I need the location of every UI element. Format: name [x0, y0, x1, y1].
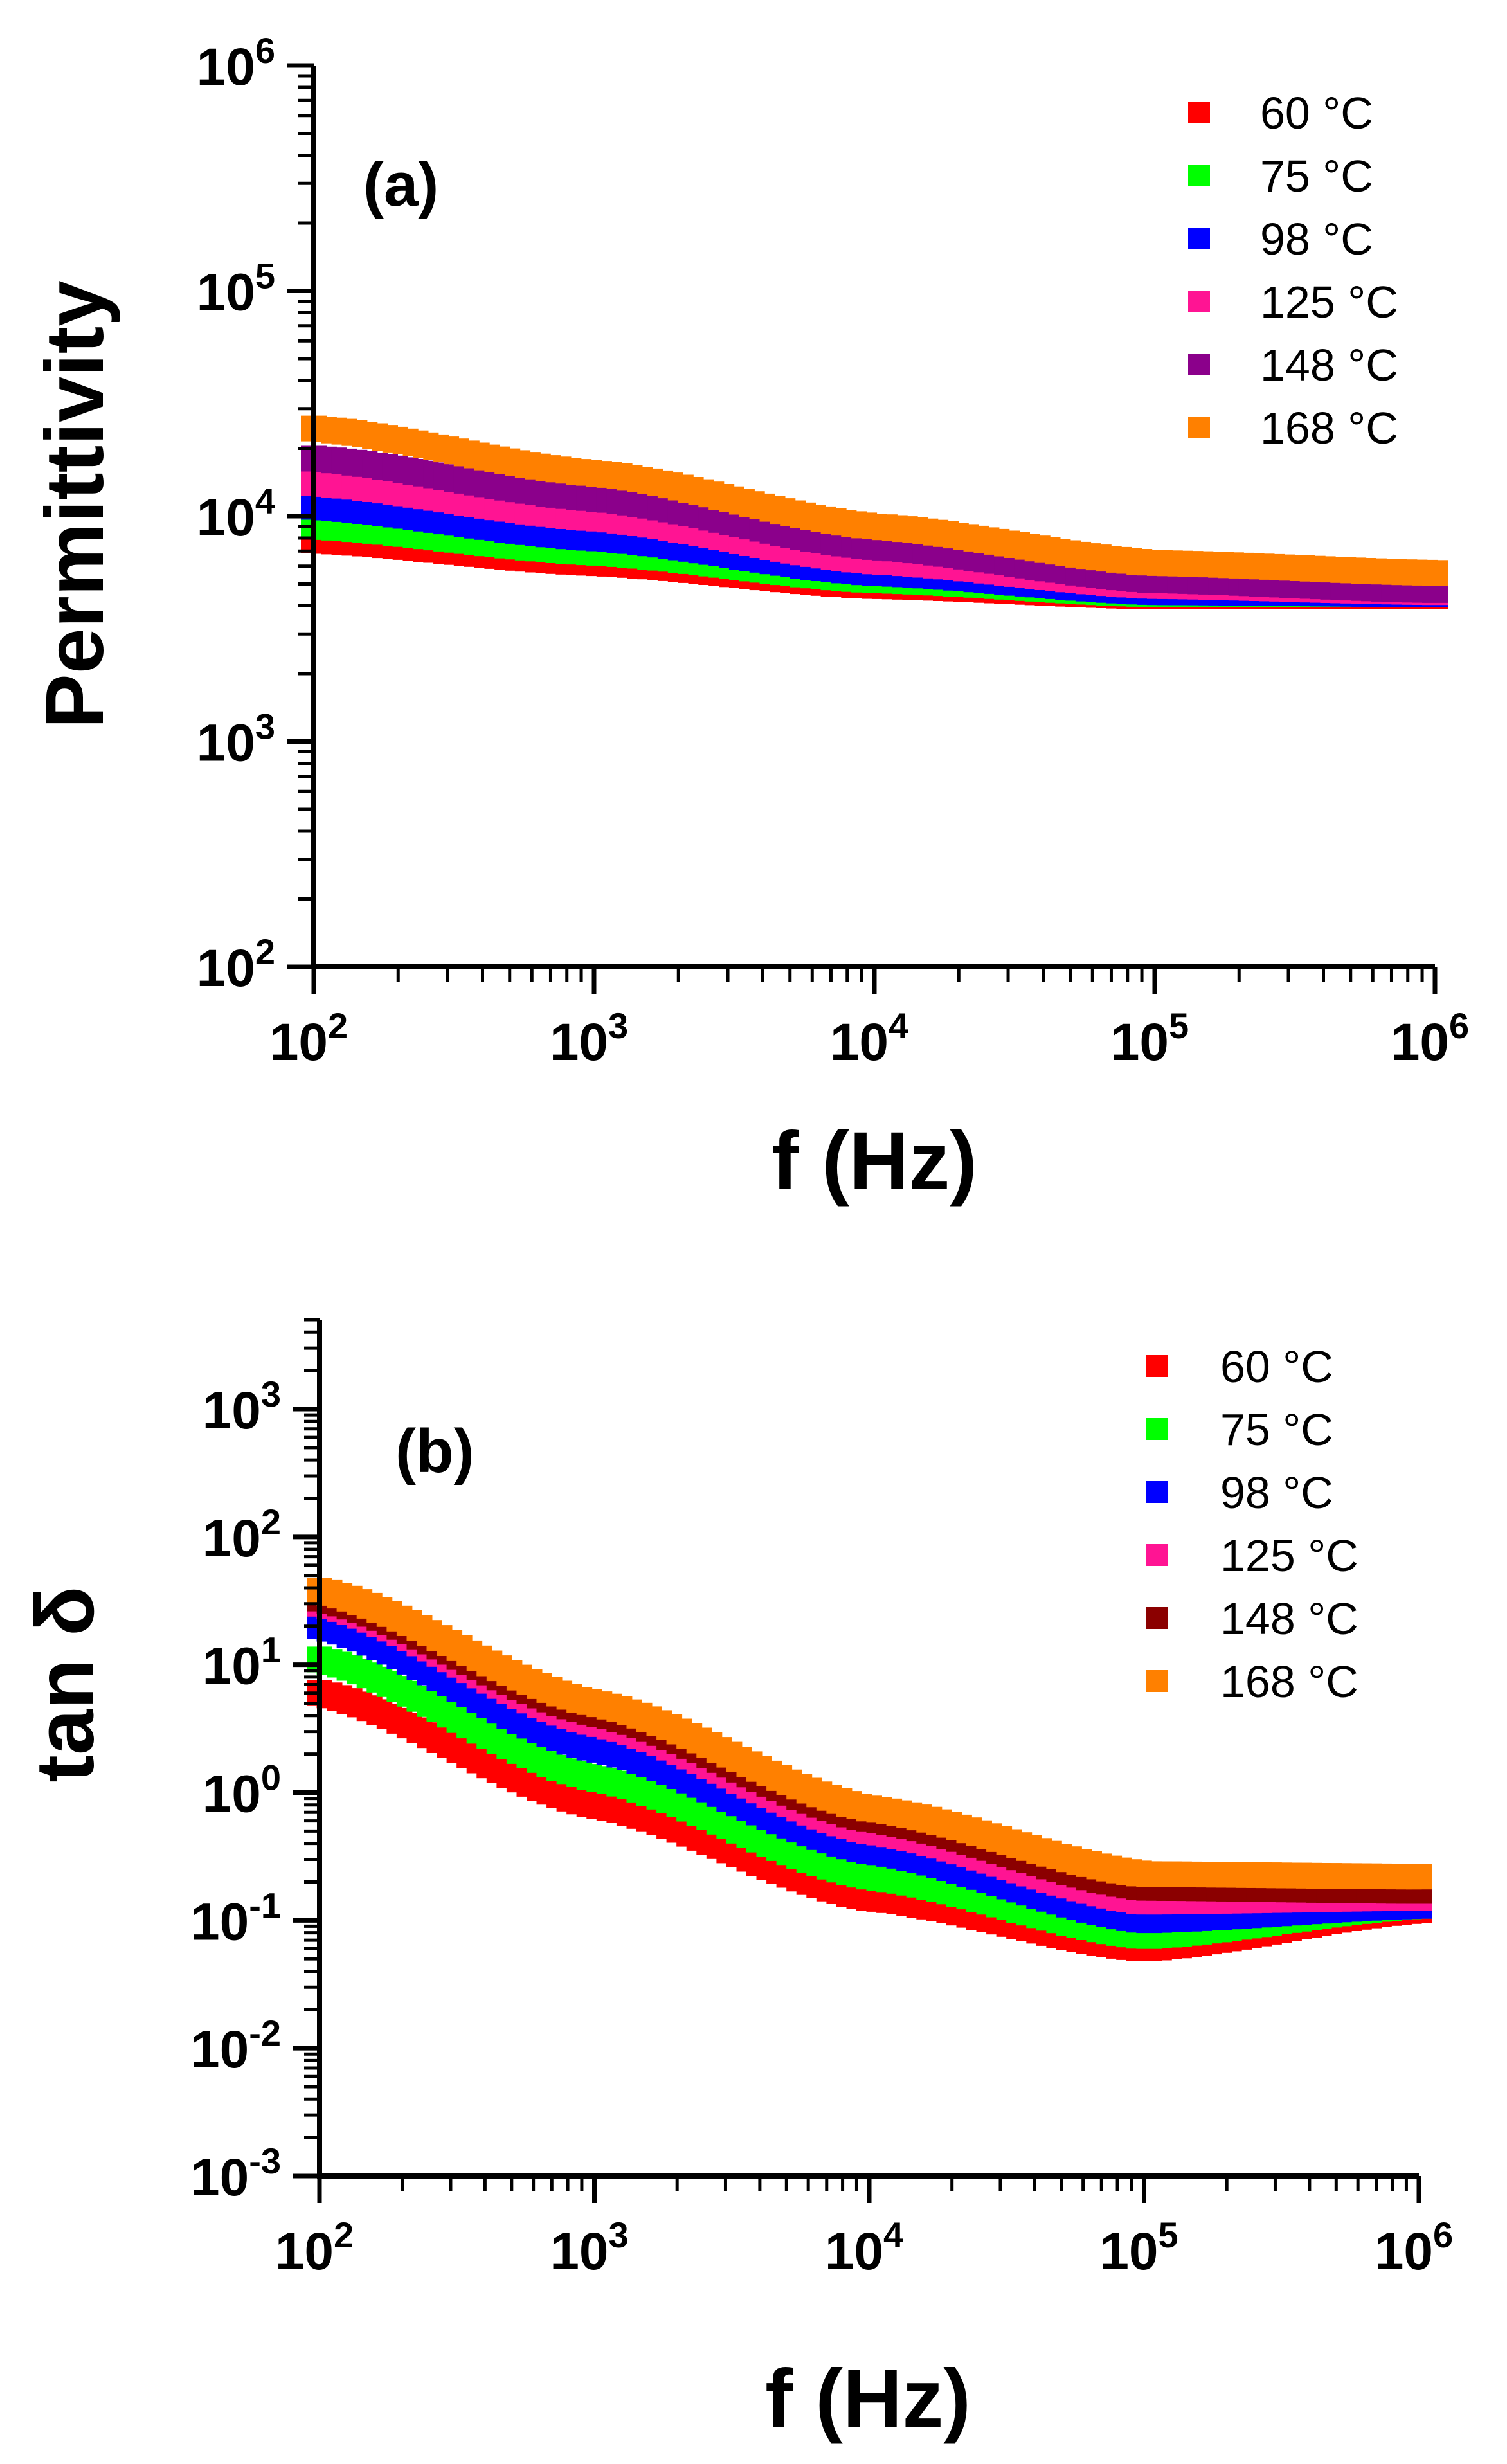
legend-label: 168 °C: [1220, 1657, 1358, 1707]
legend-swatch: [1188, 354, 1210, 375]
legend-label: 125 °C: [1260, 277, 1398, 327]
legend-swatch: [1188, 291, 1210, 312]
legend-swatch: [1146, 1544, 1168, 1566]
legend-swatch: [1188, 228, 1210, 249]
panel-b-xlabel: f (Hz): [765, 2353, 971, 2445]
y-tick-label: 10-3: [190, 2141, 281, 2207]
legend-swatch: [1188, 102, 1210, 123]
data-point: [1422, 560, 1448, 586]
legend-swatch: [1188, 165, 1210, 186]
panel-a-legend: 60 °C 75 °C 98 °C 125 °C 148 °C 168 °C: [1188, 88, 1398, 453]
x-tick-label: 105: [1110, 1005, 1189, 1072]
legend-swatch: [1146, 1355, 1168, 1377]
x-tick-label: 103: [550, 1005, 628, 1072]
legend-label: 98 °C: [1260, 214, 1373, 264]
panel-a-label: (a): [363, 150, 438, 219]
legend-swatch: [1146, 1607, 1168, 1629]
legend-swatch: [1146, 1481, 1168, 1503]
legend-label: 75 °C: [1220, 1405, 1333, 1455]
series-168c: [307, 1578, 1432, 1890]
legend-label: 60 °C: [1220, 1342, 1333, 1392]
y-tick-label: 103: [203, 1374, 281, 1440]
legend-label: 98 °C: [1220, 1468, 1333, 1518]
y-tick-label: 103: [197, 706, 275, 773]
legend-swatch: [1146, 1418, 1168, 1440]
panel-b-ylabel: tan δ: [19, 1586, 111, 1782]
y-tick-label: 104: [197, 481, 275, 547]
panel-b-series-layer: [307, 1578, 1432, 1961]
legend-label: 125 °C: [1220, 1531, 1358, 1581]
panel-a-ylabel: Permittivity: [29, 280, 121, 728]
legend-swatch: [1188, 417, 1210, 438]
x-tick-label: 102: [275, 2215, 354, 2281]
y-tick-label: 100: [203, 1757, 281, 1823]
panel-a-chart: Permittivity f (Hz) (a) 60 °C 75 °C 98 °C 1…: [29, 30, 1469, 1207]
x-tick-label: 104: [825, 2215, 903, 2281]
legend-label: 60 °C: [1260, 88, 1373, 138]
x-tick-label: 102: [269, 1005, 348, 1072]
y-tick-label: 10-2: [190, 2013, 281, 2079]
y-tick-label: 102: [203, 1502, 281, 1568]
panel-b-legend: 60 °C 75 °C 98 °C 125 °C 148 °C 168 °C: [1146, 1342, 1358, 1707]
data-point: [1406, 1864, 1432, 1890]
x-tick-label: 106: [1391, 1005, 1469, 1072]
panel-b-label: (b): [395, 1417, 474, 1486]
y-tick-label: 10-1: [190, 1885, 281, 1951]
legend-label: 168 °C: [1260, 403, 1398, 453]
series-168c: [301, 415, 1448, 586]
panel-a-xlabel: f (Hz): [772, 1115, 977, 1207]
y-tick-label: 106: [197, 30, 275, 96]
y-tick-label: 105: [197, 256, 275, 322]
legend-swatch: [1146, 1670, 1168, 1692]
panel-b-chart: tan δ f (Hz) (b) 60 °C 75 °C 98 °C 125 °C 14…: [19, 1318, 1453, 2445]
y-tick-label: 102: [197, 931, 275, 998]
x-tick-label: 104: [830, 1005, 908, 1072]
y-tick-label: 101: [203, 1630, 281, 1696]
x-tick-label: 105: [1099, 2215, 1178, 2281]
panel-a-series-layer: [301, 415, 1448, 609]
legend-label: 148 °C: [1260, 340, 1398, 390]
x-tick-label: 103: [550, 2215, 628, 2281]
x-tick-label: 106: [1375, 2215, 1453, 2281]
legend-label: 148 °C: [1220, 1594, 1358, 1644]
legend-label: 75 °C: [1260, 151, 1373, 201]
